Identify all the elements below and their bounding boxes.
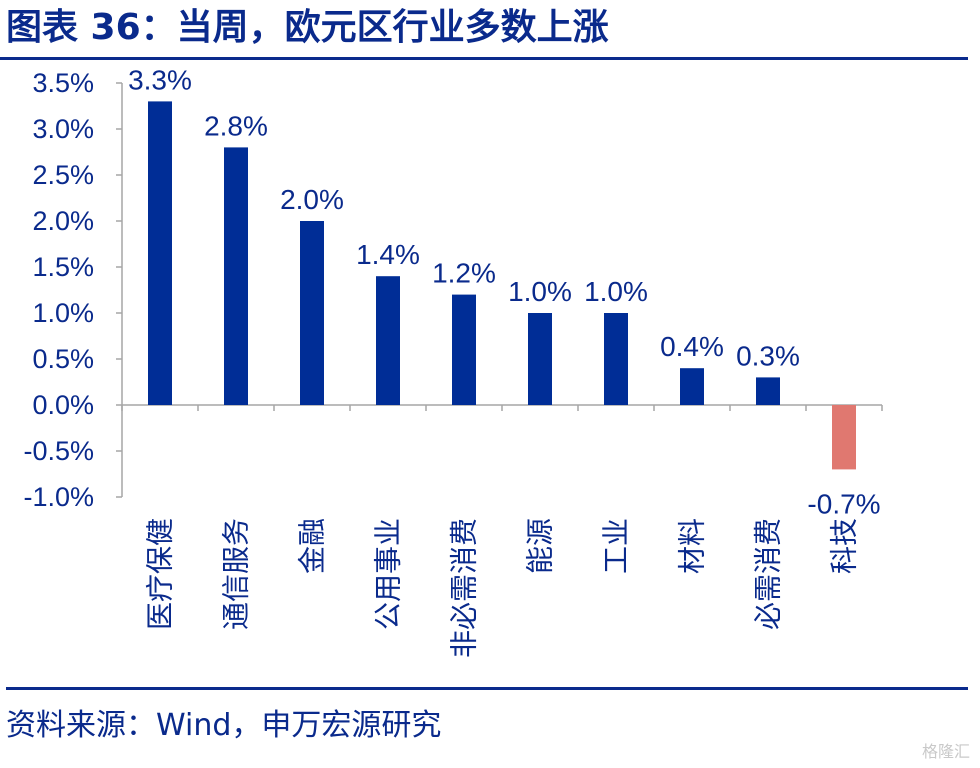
data-label: 2.0% [280,184,344,215]
y-tick-label: -0.5% [23,436,94,466]
bar [300,221,324,405]
data-label: 0.3% [736,340,800,371]
category-label: 能源 [525,518,556,574]
category-label: 必需消费 [753,518,784,630]
category-label: 非必需消费 [449,518,480,658]
data-label: -0.7% [807,488,880,519]
y-tick-label: 3.0% [32,114,94,144]
footer-divider [6,687,968,690]
data-label: 2.8% [204,110,268,141]
watermark-logo: 格隆汇 [921,742,970,761]
category-label: 金融 [297,518,328,574]
data-label: 1.0% [508,276,572,307]
category-label: 公用事业 [373,518,404,630]
bar [756,377,780,405]
bar [376,276,400,405]
y-tick-label: 1.0% [32,298,94,328]
category-label: 医疗保健 [145,518,176,630]
chart-title: 图表 36：当周，欧元区行业多数上涨 [6,7,609,48]
data-label: 1.2% [432,258,496,289]
bar [452,294,476,405]
bar [224,147,248,405]
data-label: 1.0% [584,276,648,307]
y-tick-label: 2.0% [32,206,94,236]
y-tick-label: -1.0% [23,482,94,512]
source-note: 资料来源：Wind，申万宏源研究 [6,708,442,743]
bar [528,313,552,405]
data-label: 0.4% [660,331,724,362]
y-tick-label: 2.5% [32,160,94,190]
category-label: 材料 [677,518,708,574]
category-label: 科技 [829,518,860,574]
title-divider [0,57,968,60]
bar [832,405,856,470]
bar [604,313,628,405]
bar [680,368,704,405]
data-label: 1.4% [356,239,420,270]
bar-chart: 3.5% 3.0% 2.5% 2.0% 1.5% 1.0% 0.5% 0.0% -0.5% -1.… [23,64,883,658]
y-tick-label: 0.0% [32,390,94,420]
y-tick-label: 0.5% [32,344,94,374]
category-label: 工业 [601,518,632,574]
y-tick-label: 3.5% [32,68,94,98]
category-label: 通信服务 [221,518,252,630]
y-tick-label: 1.5% [32,252,94,282]
bar [148,101,172,406]
data-label: 3.3% [128,64,192,95]
